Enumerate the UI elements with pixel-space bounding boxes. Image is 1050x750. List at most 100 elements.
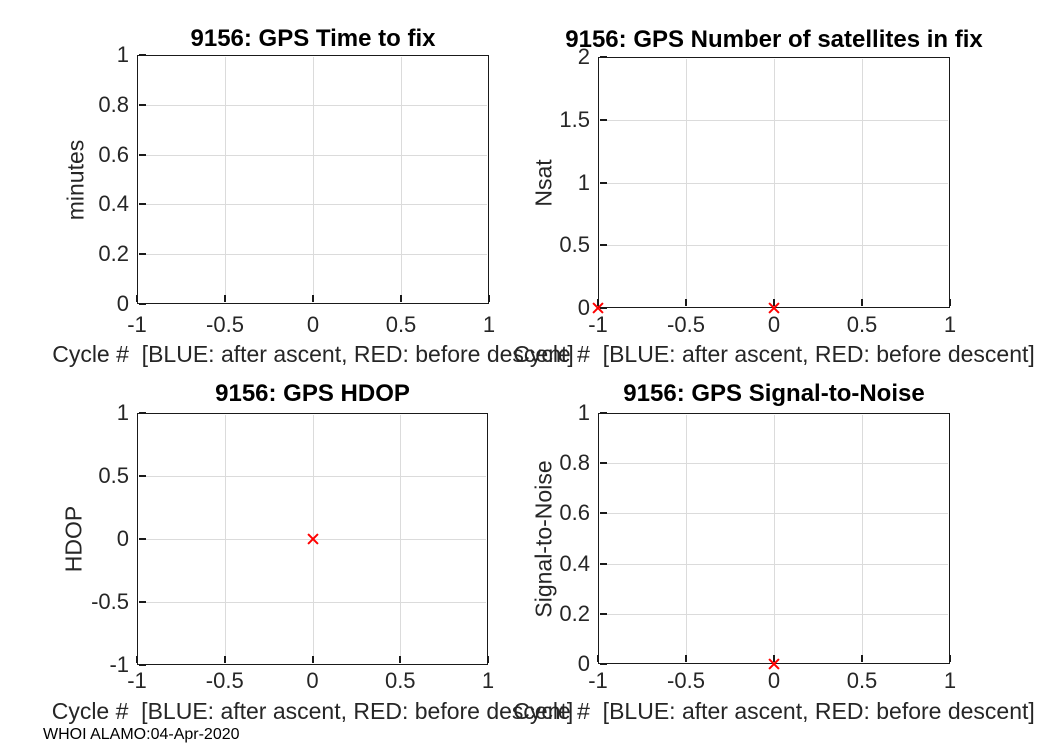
x-tick-mark: [597, 655, 599, 662]
x-tick-mark: [861, 655, 863, 662]
x-axis-label: Cycle # [BLUE: after ascent, RED: before…: [51, 698, 574, 724]
y-tick-label: 0: [577, 651, 590, 676]
y-tick-label: 1: [116, 400, 129, 425]
y-tick-label: 0.4: [98, 191, 129, 217]
y-tick-label: 0.6: [559, 500, 590, 526]
y-tick-label: 0.4: [559, 550, 590, 576]
x-gridline: [139, 104, 487, 106]
y-tick-mark: [139, 253, 146, 256]
x-axis-label: Cycle # [BLUE: after ascent, RED: before…: [513, 341, 1035, 367]
data-marker-x: [768, 658, 780, 670]
y-tick-label: -0.5: [91, 589, 129, 614]
x-tick-mark: [685, 655, 687, 662]
y-tick-mark: [139, 664, 146, 666]
y-axis-label: HDOP: [60, 505, 87, 573]
x-tick-mark: [312, 295, 314, 302]
y-tick-mark: [600, 612, 607, 615]
x-tick-label: 0.5: [846, 668, 878, 693]
y-tick-mark: [600, 663, 607, 665]
y-tick-label: 2: [577, 44, 590, 69]
x-gridline: [600, 513, 948, 515]
x-tick-label: 0: [306, 668, 319, 693]
y-tick-label: -1: [109, 652, 129, 677]
y-gridline: [774, 415, 775, 662]
y-tick-mark: [600, 512, 607, 515]
x-gridline: [600, 563, 948, 565]
x-gridline: [600, 463, 948, 465]
y-tick-mark: [139, 475, 146, 477]
x-tick-mark: [223, 656, 226, 663]
y-gridline: [225, 57, 226, 302]
x-gridline: [139, 476, 486, 477]
axes-box: [137, 413, 488, 665]
data-marker-x: [307, 533, 319, 545]
y-axis-label: Signal-to-Noise: [530, 459, 557, 618]
x-tick-mark: [487, 656, 489, 663]
x-axis-label: Cycle # [BLUE: after ascent, RED: before…: [513, 698, 1035, 724]
data-marker-x: [592, 302, 604, 314]
y-tick-label: 0: [116, 291, 129, 316]
x-tick-label: -1: [588, 312, 608, 337]
x-tick-mark: [136, 656, 138, 663]
y-tick-mark: [600, 412, 607, 414]
x-tick-label: -0.5: [205, 668, 244, 693]
data-marker-x: [768, 302, 780, 314]
x-tick-label: -1: [127, 668, 147, 693]
x-tick-mark: [136, 295, 138, 302]
x-tick-label: -1: [127, 312, 147, 337]
y-tick-mark: [139, 103, 146, 106]
y-tick-label: 1: [577, 400, 590, 425]
x-tick-label: -1: [588, 668, 608, 693]
y-tick-label: 0.8: [559, 450, 590, 476]
x-tick-label: 1: [943, 668, 957, 693]
y-tick-mark: [139, 538, 146, 540]
x-tick-mark: [685, 299, 687, 306]
y-tick-mark: [139, 601, 146, 603]
x-gridline: [600, 245, 948, 247]
y-tick-mark: [139, 303, 146, 305]
y-axis-label: Nsat: [530, 158, 557, 207]
x-axis-label: Cycle # [BLUE: after ascent, RED: before…: [52, 341, 574, 367]
y-tick-label: 0.5: [98, 463, 129, 488]
x-tick-mark: [311, 656, 314, 663]
y-tick-label: 0.2: [559, 600, 590, 626]
y-tick-label: 0: [577, 295, 590, 320]
y-tick-mark: [600, 56, 607, 58]
x-tick-label: -0.5: [667, 668, 705, 693]
y-tick-mark: [600, 562, 607, 565]
x-tick-label: 0: [767, 312, 781, 337]
y-tick-label: 1: [116, 42, 129, 67]
x-tick-label: 0.5: [385, 312, 417, 337]
x-tick-label: 0: [306, 312, 320, 337]
x-tick-mark: [861, 299, 863, 306]
y-tick-mark: [139, 153, 146, 156]
x-tick-label: -0.5: [667, 312, 705, 337]
x-tick-mark: [224, 295, 226, 302]
y-tick-mark: [600, 462, 607, 465]
x-tick-label: 1: [481, 668, 495, 693]
x-tick-label: 0.5: [846, 312, 878, 337]
y-tick-mark: [139, 412, 146, 414]
x-gridline: [139, 602, 486, 603]
x-tick-mark: [400, 295, 402, 302]
x-tick-label: -0.5: [206, 312, 244, 337]
x-tick-label: 1: [943, 312, 957, 337]
y-tick-label: 0: [116, 526, 129, 551]
x-tick-label: 0: [767, 668, 781, 693]
axes-box: [137, 55, 489, 304]
watermark-label: WHOI ALAMO:04-Apr-2020: [43, 726, 240, 743]
x-gridline: [600, 119, 948, 121]
y-tick-label: 1: [577, 169, 590, 195]
y-tick-label: 0.8: [98, 91, 129, 117]
y-axis-label: minutes: [62, 139, 89, 220]
x-tick-mark: [949, 655, 951, 662]
y-tick-mark: [600, 181, 607, 184]
plot-title: 9156: GPS Time to fix: [190, 25, 436, 52]
y-tick-mark: [139, 54, 146, 56]
y-tick-label: 0.6: [98, 141, 129, 167]
x-gridline: [139, 154, 487, 156]
y-gridline: [686, 415, 687, 662]
y-gridline: [313, 57, 314, 302]
y-gridline: [862, 415, 863, 662]
